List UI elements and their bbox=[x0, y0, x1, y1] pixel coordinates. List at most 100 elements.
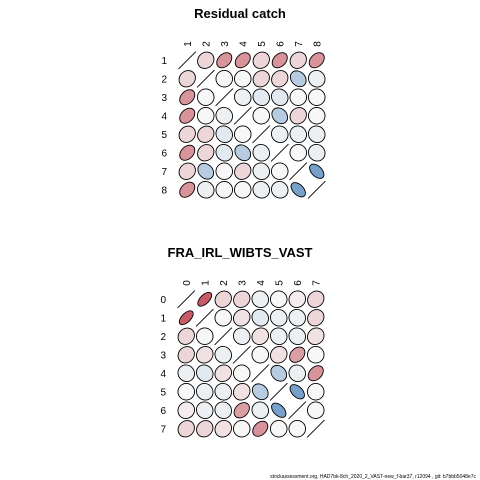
diagonal-cell bbox=[269, 382, 288, 401]
correlation-ellipse bbox=[179, 107, 196, 124]
correlation-ellipse bbox=[270, 180, 289, 199]
col-label-1: 1 bbox=[183, 41, 194, 47]
row-label-2: 2 bbox=[160, 332, 166, 343]
row-label-2: 2 bbox=[161, 74, 167, 85]
correlation-ellipse bbox=[179, 144, 196, 161]
correlation-ellipse bbox=[196, 420, 214, 438]
diagonal-cell bbox=[214, 327, 233, 346]
row-label-5: 5 bbox=[161, 130, 167, 141]
correlation-ellipse bbox=[214, 345, 233, 364]
correlation-ellipse bbox=[252, 51, 270, 69]
correlation-ellipse bbox=[196, 180, 215, 199]
correlation-ellipse bbox=[197, 162, 215, 180]
correlation-ellipse bbox=[289, 51, 307, 69]
col-label-5: 5 bbox=[274, 280, 285, 286]
correlation-ellipse bbox=[214, 290, 232, 308]
correlation-ellipse bbox=[233, 309, 251, 327]
correlation-ellipse bbox=[233, 88, 252, 107]
row-label-8: 8 bbox=[161, 185, 167, 196]
correlation-ellipse bbox=[306, 345, 325, 364]
row-label-1: 1 bbox=[161, 56, 167, 67]
col-label-8: 8 bbox=[312, 41, 323, 47]
correlation-ellipse bbox=[232, 364, 251, 383]
col-label-2: 2 bbox=[219, 280, 230, 286]
correlation-ellipse bbox=[195, 401, 214, 420]
correlation-ellipse bbox=[215, 144, 233, 162]
correlation-ellipse bbox=[289, 143, 308, 162]
correlation-ellipse bbox=[289, 70, 307, 88]
correlation-ellipse bbox=[307, 143, 326, 162]
col-label-3: 3 bbox=[220, 41, 231, 47]
correlation-ellipse bbox=[195, 327, 214, 346]
correlation-ellipse bbox=[307, 290, 325, 308]
correlation-ellipse bbox=[177, 420, 195, 438]
correlation-ellipse bbox=[232, 419, 251, 438]
correlation-ellipse bbox=[251, 290, 270, 309]
correlation-ellipse bbox=[288, 327, 307, 346]
correlation-ellipse bbox=[271, 107, 289, 125]
correlation-ellipse bbox=[251, 327, 269, 345]
diagonal-cell bbox=[195, 308, 214, 327]
correlation-ellipse bbox=[214, 401, 233, 420]
correlation-ellipse bbox=[234, 52, 251, 69]
diagonal-cell bbox=[196, 69, 215, 88]
row-label-1: 1 bbox=[160, 313, 166, 324]
correlation-ellipse bbox=[214, 382, 233, 401]
correlation-ellipse bbox=[271, 402, 287, 418]
correlation-ellipse bbox=[252, 106, 271, 125]
correlation-ellipse bbox=[196, 88, 215, 107]
correlation-ellipse bbox=[269, 308, 288, 327]
correlation-ellipse bbox=[252, 180, 271, 199]
col-label-4: 4 bbox=[256, 280, 267, 286]
correlation-ellipse bbox=[195, 382, 214, 401]
correlation-ellipse bbox=[215, 125, 233, 143]
correlation-ellipse bbox=[271, 70, 289, 88]
correlation-ellipse bbox=[216, 52, 233, 69]
footer-text: stockassessment.org, HAD7bk-8ch_2020_2_V… bbox=[270, 474, 476, 480]
correlation-ellipse bbox=[177, 401, 196, 420]
row-label-3: 3 bbox=[161, 93, 167, 104]
correlation-ellipse bbox=[214, 308, 233, 327]
correlation-ellipse bbox=[234, 144, 252, 162]
correlation-ellipse bbox=[233, 125, 252, 144]
correlation-ellipse bbox=[289, 88, 308, 107]
correlation-ellipse bbox=[179, 181, 196, 198]
correlation-ellipse bbox=[196, 346, 214, 364]
correlation-ellipse bbox=[251, 401, 270, 420]
correlation-ellipse bbox=[289, 125, 308, 144]
row-label-7: 7 bbox=[161, 167, 167, 178]
diagonal-cell bbox=[215, 88, 234, 107]
correlation-ellipse bbox=[177, 346, 195, 364]
correlation-ellipse bbox=[214, 420, 232, 438]
correlation-ellipse bbox=[307, 327, 325, 345]
col-label-2: 2 bbox=[201, 41, 212, 47]
col-label-6: 6 bbox=[293, 280, 304, 286]
row-label-0: 0 bbox=[160, 295, 166, 306]
correlation-ellipse bbox=[233, 383, 251, 401]
row-label-4: 4 bbox=[160, 369, 166, 380]
correlation-ellipse bbox=[197, 291, 213, 307]
correlation-ellipse bbox=[271, 52, 288, 69]
correlation-ellipse bbox=[178, 162, 196, 180]
correlation-ellipse bbox=[178, 70, 196, 88]
diagonal-cell bbox=[233, 106, 252, 125]
correlation-ellipse bbox=[288, 419, 307, 438]
correlation-ellipse bbox=[178, 310, 194, 326]
correlation-ellipse bbox=[252, 70, 270, 88]
correlation-ellipse bbox=[177, 364, 196, 383]
correlation-ellipse bbox=[178, 125, 196, 143]
panel-title-residual-catch: Residual catch bbox=[194, 6, 286, 21]
col-label-0: 0 bbox=[182, 280, 193, 286]
correlation-ellipse bbox=[252, 162, 271, 181]
correlation-ellipse bbox=[179, 89, 196, 106]
col-label-5: 5 bbox=[257, 41, 268, 47]
correlation-ellipse bbox=[251, 383, 269, 401]
correlation-ellipse bbox=[215, 106, 234, 125]
correlation-ellipse bbox=[215, 69, 234, 88]
diagonal-cell bbox=[288, 401, 307, 420]
correlation-ellipse bbox=[197, 125, 215, 143]
correlation-ellipse bbox=[215, 162, 234, 181]
correlation-ellipse bbox=[251, 309, 269, 327]
row-label-5: 5 bbox=[160, 387, 166, 398]
